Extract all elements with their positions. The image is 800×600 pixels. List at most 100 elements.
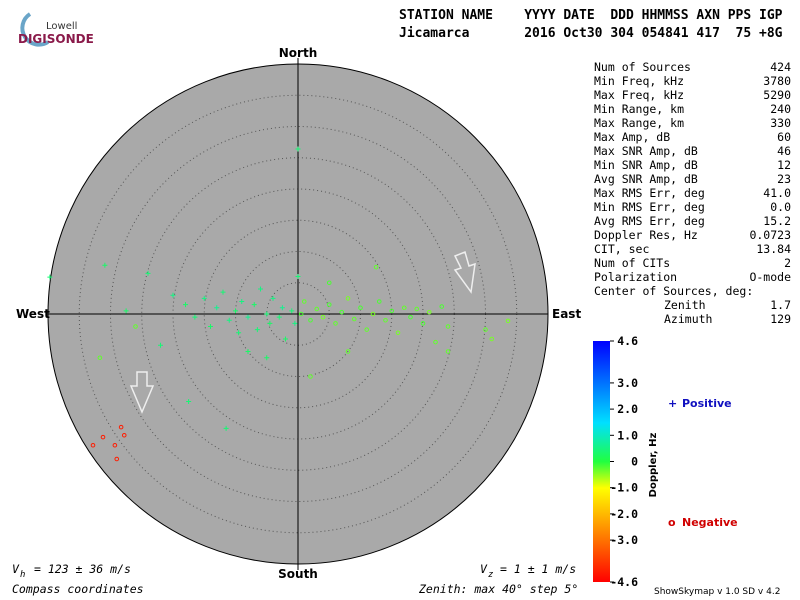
source-positive: [239, 299, 245, 304]
vh-symbol: V: [12, 562, 20, 576]
source-negative: [333, 321, 338, 326]
logo-arc: [20, 12, 50, 47]
center-value: 129: [770, 312, 791, 326]
source-positive: [295, 274, 301, 279]
source-positive: [292, 320, 298, 326]
source-positive: [264, 311, 270, 317]
stat-label: Polarization: [594, 270, 677, 284]
source-positive: [145, 270, 151, 276]
coords-note: Compass coordinates: [12, 582, 144, 596]
source-negative: [389, 308, 395, 314]
source-negative: [320, 314, 326, 320]
source-positive: [192, 314, 198, 320]
stat-label: Max Freq, kHz: [594, 88, 684, 102]
west-label: West: [16, 307, 50, 321]
source-positive: [201, 295, 207, 301]
stat-value: 60: [777, 130, 791, 144]
colorbar-tick-label: 3.0: [617, 376, 638, 390]
stat-value: 15.2: [763, 214, 791, 228]
colorbar-tick-label: -3.0: [610, 533, 638, 547]
stat-label: Min Range, km: [594, 102, 684, 116]
stat-label: Max Range, km: [594, 116, 684, 130]
colorbar: [593, 341, 610, 582]
source-positive: [264, 355, 270, 361]
source-negative: [308, 374, 313, 379]
source-negative: [376, 299, 382, 304]
center-label: Azimuth: [664, 312, 712, 326]
east-label: East: [552, 307, 581, 321]
colorbar-tick-label: 1.0: [617, 428, 638, 442]
legend-label: Negative: [682, 516, 738, 529]
source-positive: [270, 295, 276, 301]
source-negative: [401, 305, 407, 311]
stat-label: Max SNR Amp, dB: [594, 144, 698, 158]
source-positive: [220, 289, 226, 295]
source-positive: [186, 399, 192, 404]
source-positive: [123, 308, 129, 314]
stat-label: Min SNR Amp, dB: [594, 158, 698, 172]
stat-label: Min RMS Err, deg: [594, 200, 705, 214]
vh-sub: h: [20, 570, 25, 580]
source-negative: [114, 456, 120, 462]
source-negative: [489, 336, 495, 342]
source-negative: [383, 317, 388, 323]
source-positive: [245, 349, 251, 354]
stat-value: 46: [777, 144, 791, 158]
logo-bottom: DIGISONDE: [18, 32, 94, 46]
stat-value: 2: [784, 256, 791, 270]
arrow: [453, 250, 476, 294]
stat-value: 3780: [763, 74, 791, 88]
stat-value: 41.0: [763, 186, 791, 200]
vz-text: = 1 ± 1 m/s: [500, 562, 576, 576]
source-negative: [408, 314, 413, 320]
source-negative: [121, 432, 127, 438]
south-label: South: [278, 567, 318, 581]
source-negative: [445, 324, 451, 329]
source-positive: [214, 305, 220, 311]
source-negative: [373, 264, 379, 270]
stat-label: Num of CITs: [594, 256, 670, 270]
source-negative: [112, 442, 118, 448]
source-positive: [245, 314, 251, 320]
center-value: 1.7: [770, 298, 791, 312]
source-positive: [47, 274, 53, 280]
source-negative: [339, 309, 345, 315]
stat-label: Max Amp, dB: [594, 130, 670, 144]
colorbar-tick-label: 2.0: [617, 402, 638, 416]
source-negative: [445, 349, 451, 354]
source-negative: [326, 280, 332, 286]
stats-table: Num of Sources 424 Min Freq, kHz 3780 Max Fr…: [594, 60, 791, 326]
stat-value: 424: [770, 60, 791, 74]
stat-value: 0.0723: [749, 228, 791, 242]
colorbar-tick-label: 0: [631, 455, 638, 469]
stat-value: 12: [777, 158, 791, 172]
source-negative: [483, 327, 488, 332]
header-line: Jicamarca 2016 Oct30 304 054841 417 75 +…: [399, 26, 783, 41]
source-negative: [433, 339, 438, 345]
source-negative: [90, 442, 96, 448]
source-positive: [283, 336, 288, 342]
stat-value: 23: [777, 172, 791, 186]
colorbar-ticks: 4.6 3.0 2.0 1.0 0 -1.0 -2.0 -3.0 -4.6: [610, 334, 638, 589]
source-positive: [236, 330, 242, 336]
stat-value: O-mode: [749, 270, 791, 284]
legend-symbol: o: [668, 516, 676, 529]
zenith-note: Zenith: max 40° step 5°: [418, 582, 578, 596]
source-negative: [326, 302, 332, 307]
stat-value: 330: [770, 116, 791, 130]
stat-value: 13.84: [756, 242, 791, 256]
source-positive: [254, 327, 260, 333]
source-negative: [364, 327, 370, 332]
stat-label: Min Freq, kHz: [594, 74, 684, 88]
vz-symbol: V: [480, 562, 488, 576]
source-negative: [308, 317, 313, 323]
stat-label: Avg SNR Amp, dB: [594, 172, 698, 186]
stat-value: 5290: [763, 88, 791, 102]
source-negative: [314, 306, 320, 312]
source-positive: [170, 292, 176, 298]
source-positive: [276, 314, 282, 320]
stat-label: Num of Sources: [594, 60, 691, 74]
source-positive: [289, 308, 295, 314]
source-negative: [505, 318, 511, 324]
